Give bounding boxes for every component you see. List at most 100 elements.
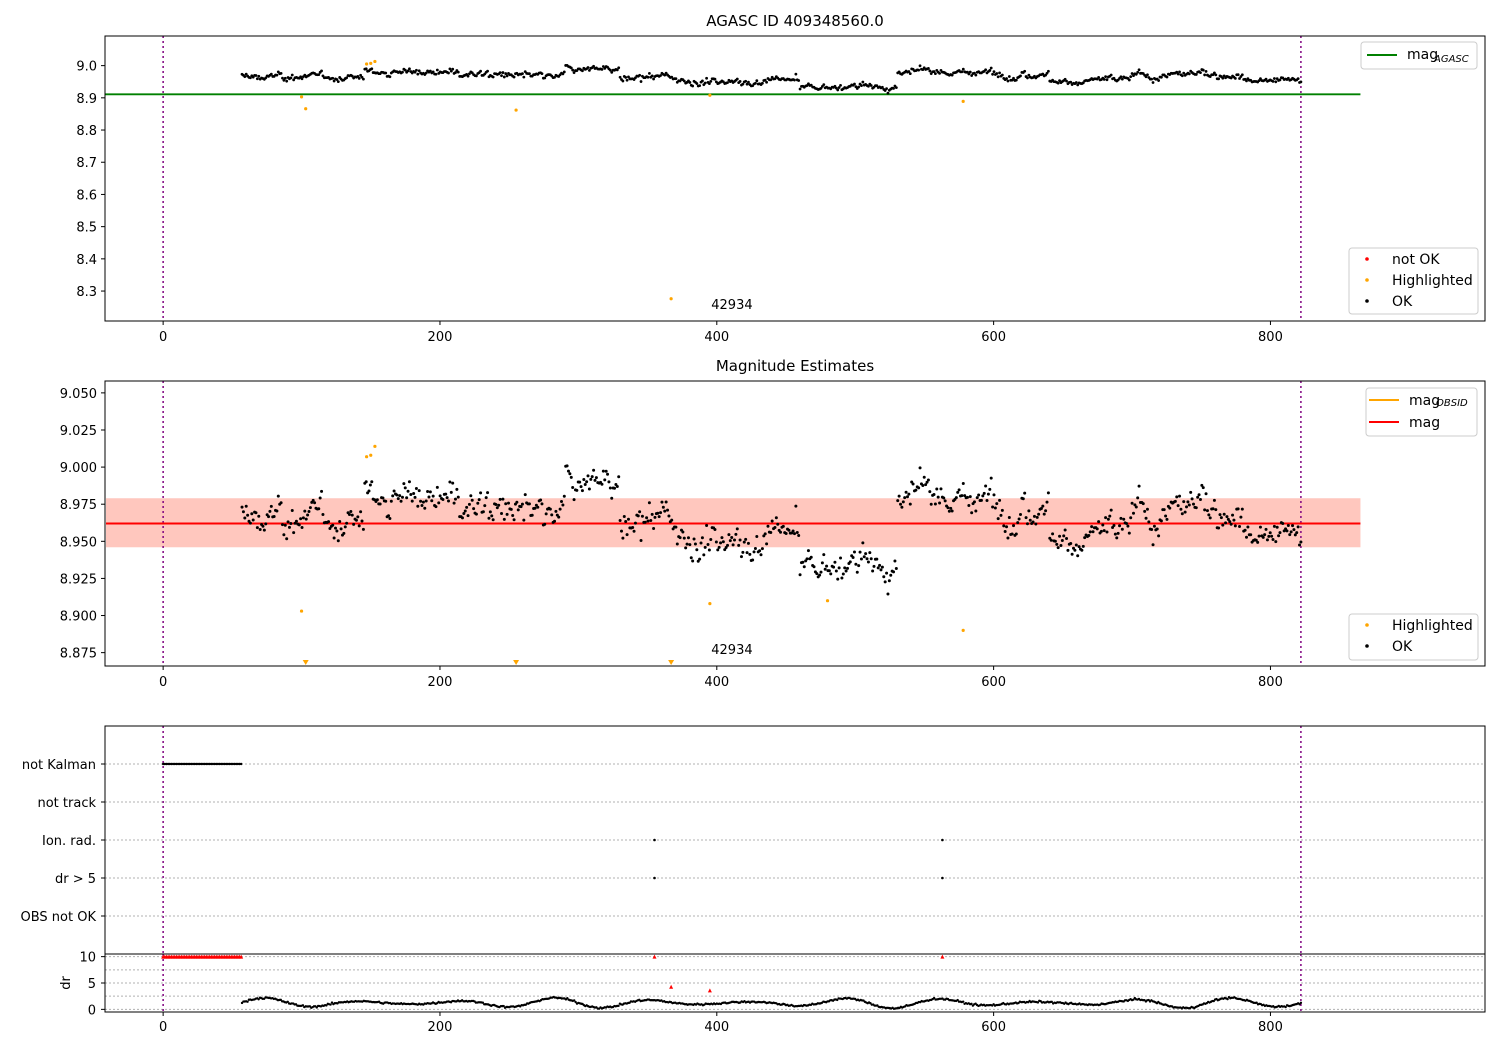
ok-point xyxy=(447,71,450,75)
ok-point xyxy=(656,511,660,515)
ok-point xyxy=(272,515,276,519)
ok-point xyxy=(1104,75,1107,79)
ok-point xyxy=(674,77,678,81)
ok-point xyxy=(649,518,653,522)
dr-point xyxy=(286,1000,289,1003)
offscale-marker xyxy=(302,660,309,665)
ok-point xyxy=(836,88,840,92)
ok-point xyxy=(735,527,739,531)
dr-point xyxy=(836,998,839,1002)
ok-point xyxy=(905,495,909,499)
ok-point xyxy=(356,75,360,78)
ok-point xyxy=(621,536,625,540)
ok-point xyxy=(604,469,608,473)
dr-point xyxy=(246,1000,249,1003)
ok-point xyxy=(636,514,640,518)
ok-point xyxy=(352,522,356,526)
ok-point xyxy=(1003,529,1007,533)
ok-point xyxy=(647,501,651,505)
ok-point xyxy=(998,498,1002,502)
ok-point xyxy=(544,512,548,516)
ok-point xyxy=(667,514,671,518)
ok-point xyxy=(1291,524,1295,528)
ok-point xyxy=(349,509,353,513)
ok-point xyxy=(855,570,859,574)
x-tick-label: 800 xyxy=(1258,675,1283,690)
ok-point xyxy=(701,79,704,83)
ok-point xyxy=(362,77,365,81)
ok-point xyxy=(506,501,510,505)
agasc-axes-frame xyxy=(104,35,1486,322)
ok-point xyxy=(300,77,304,81)
flag-row-label: not Kalman xyxy=(22,758,96,773)
ok-point xyxy=(892,570,896,574)
ok-point xyxy=(588,68,591,72)
ok-point xyxy=(345,76,349,80)
ok-point xyxy=(565,464,569,468)
ok-point xyxy=(472,507,476,511)
ok-point xyxy=(1165,75,1169,79)
ok-point xyxy=(1274,540,1278,544)
ok-point xyxy=(600,67,604,71)
legend-frame xyxy=(1360,41,1478,70)
ok-point xyxy=(947,509,951,513)
ok-point xyxy=(321,513,325,517)
ok-point xyxy=(868,551,872,555)
y-tick-label: 8.5 xyxy=(76,221,97,236)
ok-point xyxy=(917,68,921,72)
flag-point xyxy=(185,762,188,766)
dr-red-point xyxy=(652,954,657,959)
ok-point xyxy=(241,510,245,514)
ok-point xyxy=(954,496,958,500)
ok-point xyxy=(1277,534,1281,538)
ok-point xyxy=(1299,540,1303,544)
ok-point xyxy=(899,502,903,506)
ok-point xyxy=(999,513,1003,517)
flag-point xyxy=(941,876,944,880)
ok-point xyxy=(1228,520,1232,524)
dr-ylabel: dr xyxy=(59,976,74,990)
ok-point xyxy=(792,532,796,536)
ok-point xyxy=(1105,530,1109,534)
ok-point xyxy=(861,541,865,545)
ok-point xyxy=(882,575,886,579)
ok-point xyxy=(601,469,605,473)
ok-point xyxy=(338,520,342,524)
ok-point xyxy=(885,571,889,575)
ok-point xyxy=(306,513,310,517)
ok-point xyxy=(1051,532,1055,536)
ok-point xyxy=(1222,512,1226,516)
ok-point xyxy=(359,73,363,77)
flag-point xyxy=(210,762,213,766)
x-tick-label: 400 xyxy=(704,675,729,690)
ok-point xyxy=(1231,513,1235,517)
flag-point xyxy=(168,762,171,766)
ok-point xyxy=(243,516,247,520)
ok-point xyxy=(661,505,665,509)
ok-point xyxy=(939,487,943,491)
ok-point xyxy=(622,514,626,518)
ok-point xyxy=(1130,72,1134,75)
ok-point xyxy=(554,509,558,513)
ok-point xyxy=(1122,517,1126,521)
ok-point xyxy=(992,493,996,497)
ok-point xyxy=(1018,513,1022,517)
y-tick-label: 9.0 xyxy=(76,60,97,75)
ok-point xyxy=(392,489,396,493)
ok-point xyxy=(674,525,678,529)
ok-point xyxy=(1204,70,1208,73)
ok-point xyxy=(714,540,718,544)
ok-point xyxy=(1263,533,1267,537)
ok-point xyxy=(409,492,413,496)
estimates-legend-bottom: Highlighted OK xyxy=(1348,613,1479,661)
ok-point xyxy=(368,483,372,487)
ok-point xyxy=(430,499,434,503)
ok-point xyxy=(885,87,888,91)
ok-point xyxy=(1286,524,1290,528)
ok-point xyxy=(1245,79,1248,83)
ok-point xyxy=(1150,77,1154,81)
ok-point xyxy=(1074,81,1078,84)
ok-point xyxy=(773,77,777,81)
ok-point xyxy=(297,523,301,527)
ok-point xyxy=(769,530,773,534)
